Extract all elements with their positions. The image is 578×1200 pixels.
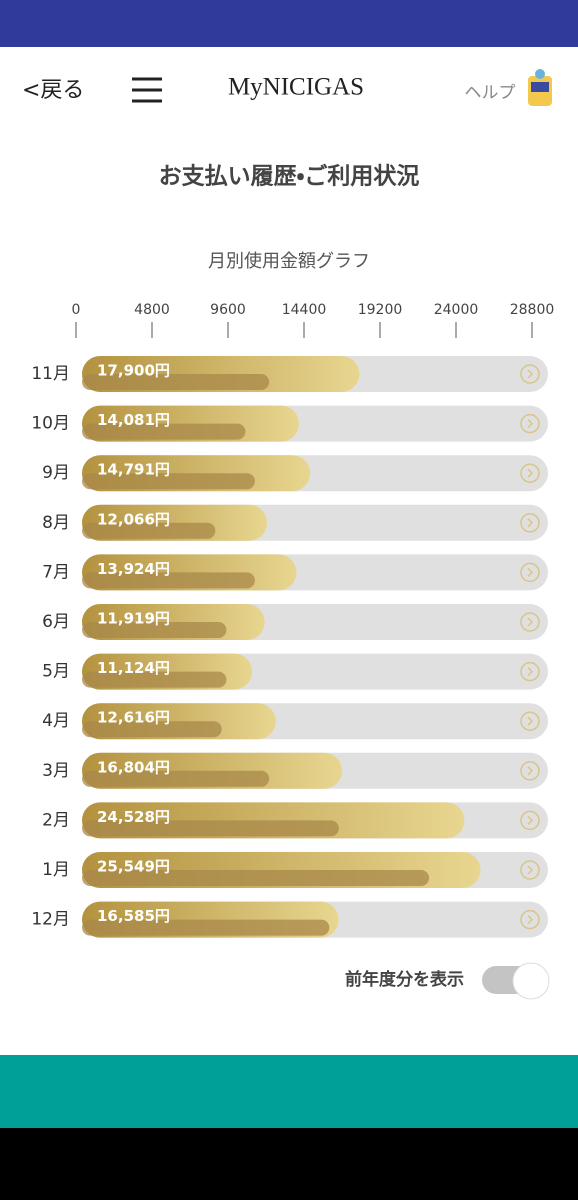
detail-arrow-chevron: [527, 468, 534, 478]
back-button[interactable]: <戻る: [22, 78, 84, 103]
footer: [0, 1055, 578, 1128]
x-tick-label: 9600: [210, 302, 246, 318]
logo: MyNICIGAS: [228, 74, 364, 101]
menu-button[interactable]: [132, 77, 162, 103]
detail-arrow-chevron: [527, 815, 534, 825]
value-label: 11,124円: [97, 659, 170, 677]
toggle-switch[interactable]: [482, 962, 550, 1000]
previous-year-bar: [82, 622, 227, 638]
detail-arrow[interactable]: [520, 711, 540, 731]
value-label: 16,585円: [97, 907, 170, 925]
previous-year-bar: [82, 572, 255, 589]
help-icon[interactable]: [528, 69, 552, 106]
detail-arrow[interactable]: [520, 612, 540, 632]
detail-arrow-chevron: [527, 865, 534, 875]
previous-year-bar: [82, 919, 330, 936]
row-label: 7月: [42, 562, 70, 582]
chart: 0 4800 9600 14400 19200 24000 28800 11月 17,900円 1…: [31, 302, 554, 938]
row-label: 10月: [31, 414, 70, 434]
row-label: 6月: [42, 612, 70, 632]
value-label: 11,919円: [97, 610, 170, 628]
detail-arrow-chevron: [527, 915, 534, 925]
detail-arrow[interactable]: [520, 661, 540, 682]
detail-arrow[interactable]: [520, 413, 540, 434]
detail-arrow[interactable]: [520, 562, 540, 583]
row-label: 3月: [42, 761, 70, 781]
x-tick-label: 28800: [510, 302, 555, 318]
detail-arrow-chevron: [527, 518, 534, 528]
detail-arrow[interactable]: [520, 513, 540, 533]
detail-arrow[interactable]: [520, 463, 540, 483]
value-label: 14,791円: [97, 461, 170, 479]
detail-arrow[interactable]: [520, 364, 540, 384]
previous-year-bar: [82, 374, 270, 390]
detail-arrow-chevron: [527, 567, 534, 577]
row-label: 4月: [42, 711, 70, 731]
chart-title: 月別使用金額グラフ: [208, 251, 370, 272]
previous-year-bar: [82, 870, 430, 886]
value-label: 17,900円: [97, 362, 170, 380]
row-label: 5月: [42, 662, 70, 682]
value-label: 14,081円: [97, 411, 170, 429]
nav-bar: [0, 1128, 578, 1200]
row-label: 2月: [42, 810, 70, 830]
x-tick-label: 14400: [282, 302, 327, 318]
previous-year-bar: [82, 473, 255, 490]
detail-arrow[interactable]: [520, 860, 540, 880]
page-title: お支払い履歴・ご利用状況: [159, 163, 420, 190]
detail-arrow-chevron: [527, 667, 534, 677]
row-label: 1月: [42, 860, 70, 880]
row-label: 8月: [42, 513, 70, 533]
row-label: 12月: [31, 910, 70, 930]
previous-year-bar: [82, 721, 222, 738]
previous-year-bar: [82, 820, 339, 837]
status-bar: [0, 0, 578, 47]
row-label: 11月: [31, 364, 70, 384]
x-tick-label: 0: [72, 302, 81, 318]
row-label: 9月: [42, 463, 70, 483]
detail-arrow-chevron: [527, 369, 534, 379]
x-tick-label: 19200: [358, 302, 403, 318]
help-link[interactable]: ヘルプ: [465, 83, 516, 103]
detail-arrow[interactable]: [520, 810, 540, 831]
x-tick-label: 4800: [134, 302, 170, 318]
detail-arrow-chevron: [527, 766, 534, 776]
detail-arrow[interactable]: [520, 761, 540, 781]
detail-arrow-chevron: [527, 617, 534, 627]
value-label: 12,066円: [97, 510, 170, 528]
previous-year-bar: [82, 423, 246, 440]
x-tick-label: 24000: [434, 302, 479, 318]
value-label: 12,616円: [97, 709, 170, 727]
value-label: 13,924円: [97, 560, 170, 578]
value-label: 16,804円: [97, 758, 170, 776]
detail-arrow-chevron: [527, 716, 534, 726]
value-label: 25,549円: [97, 858, 170, 876]
value-label: 24,528円: [97, 808, 170, 826]
previous-year-bar: [82, 671, 227, 688]
detail-arrow[interactable]: [520, 909, 540, 930]
detail-arrow-chevron: [527, 419, 534, 429]
previous-year-bar: [82, 522, 216, 539]
toggle-label: 前年度分を表示: [345, 969, 464, 990]
previous-year-bar: [82, 770, 270, 787]
